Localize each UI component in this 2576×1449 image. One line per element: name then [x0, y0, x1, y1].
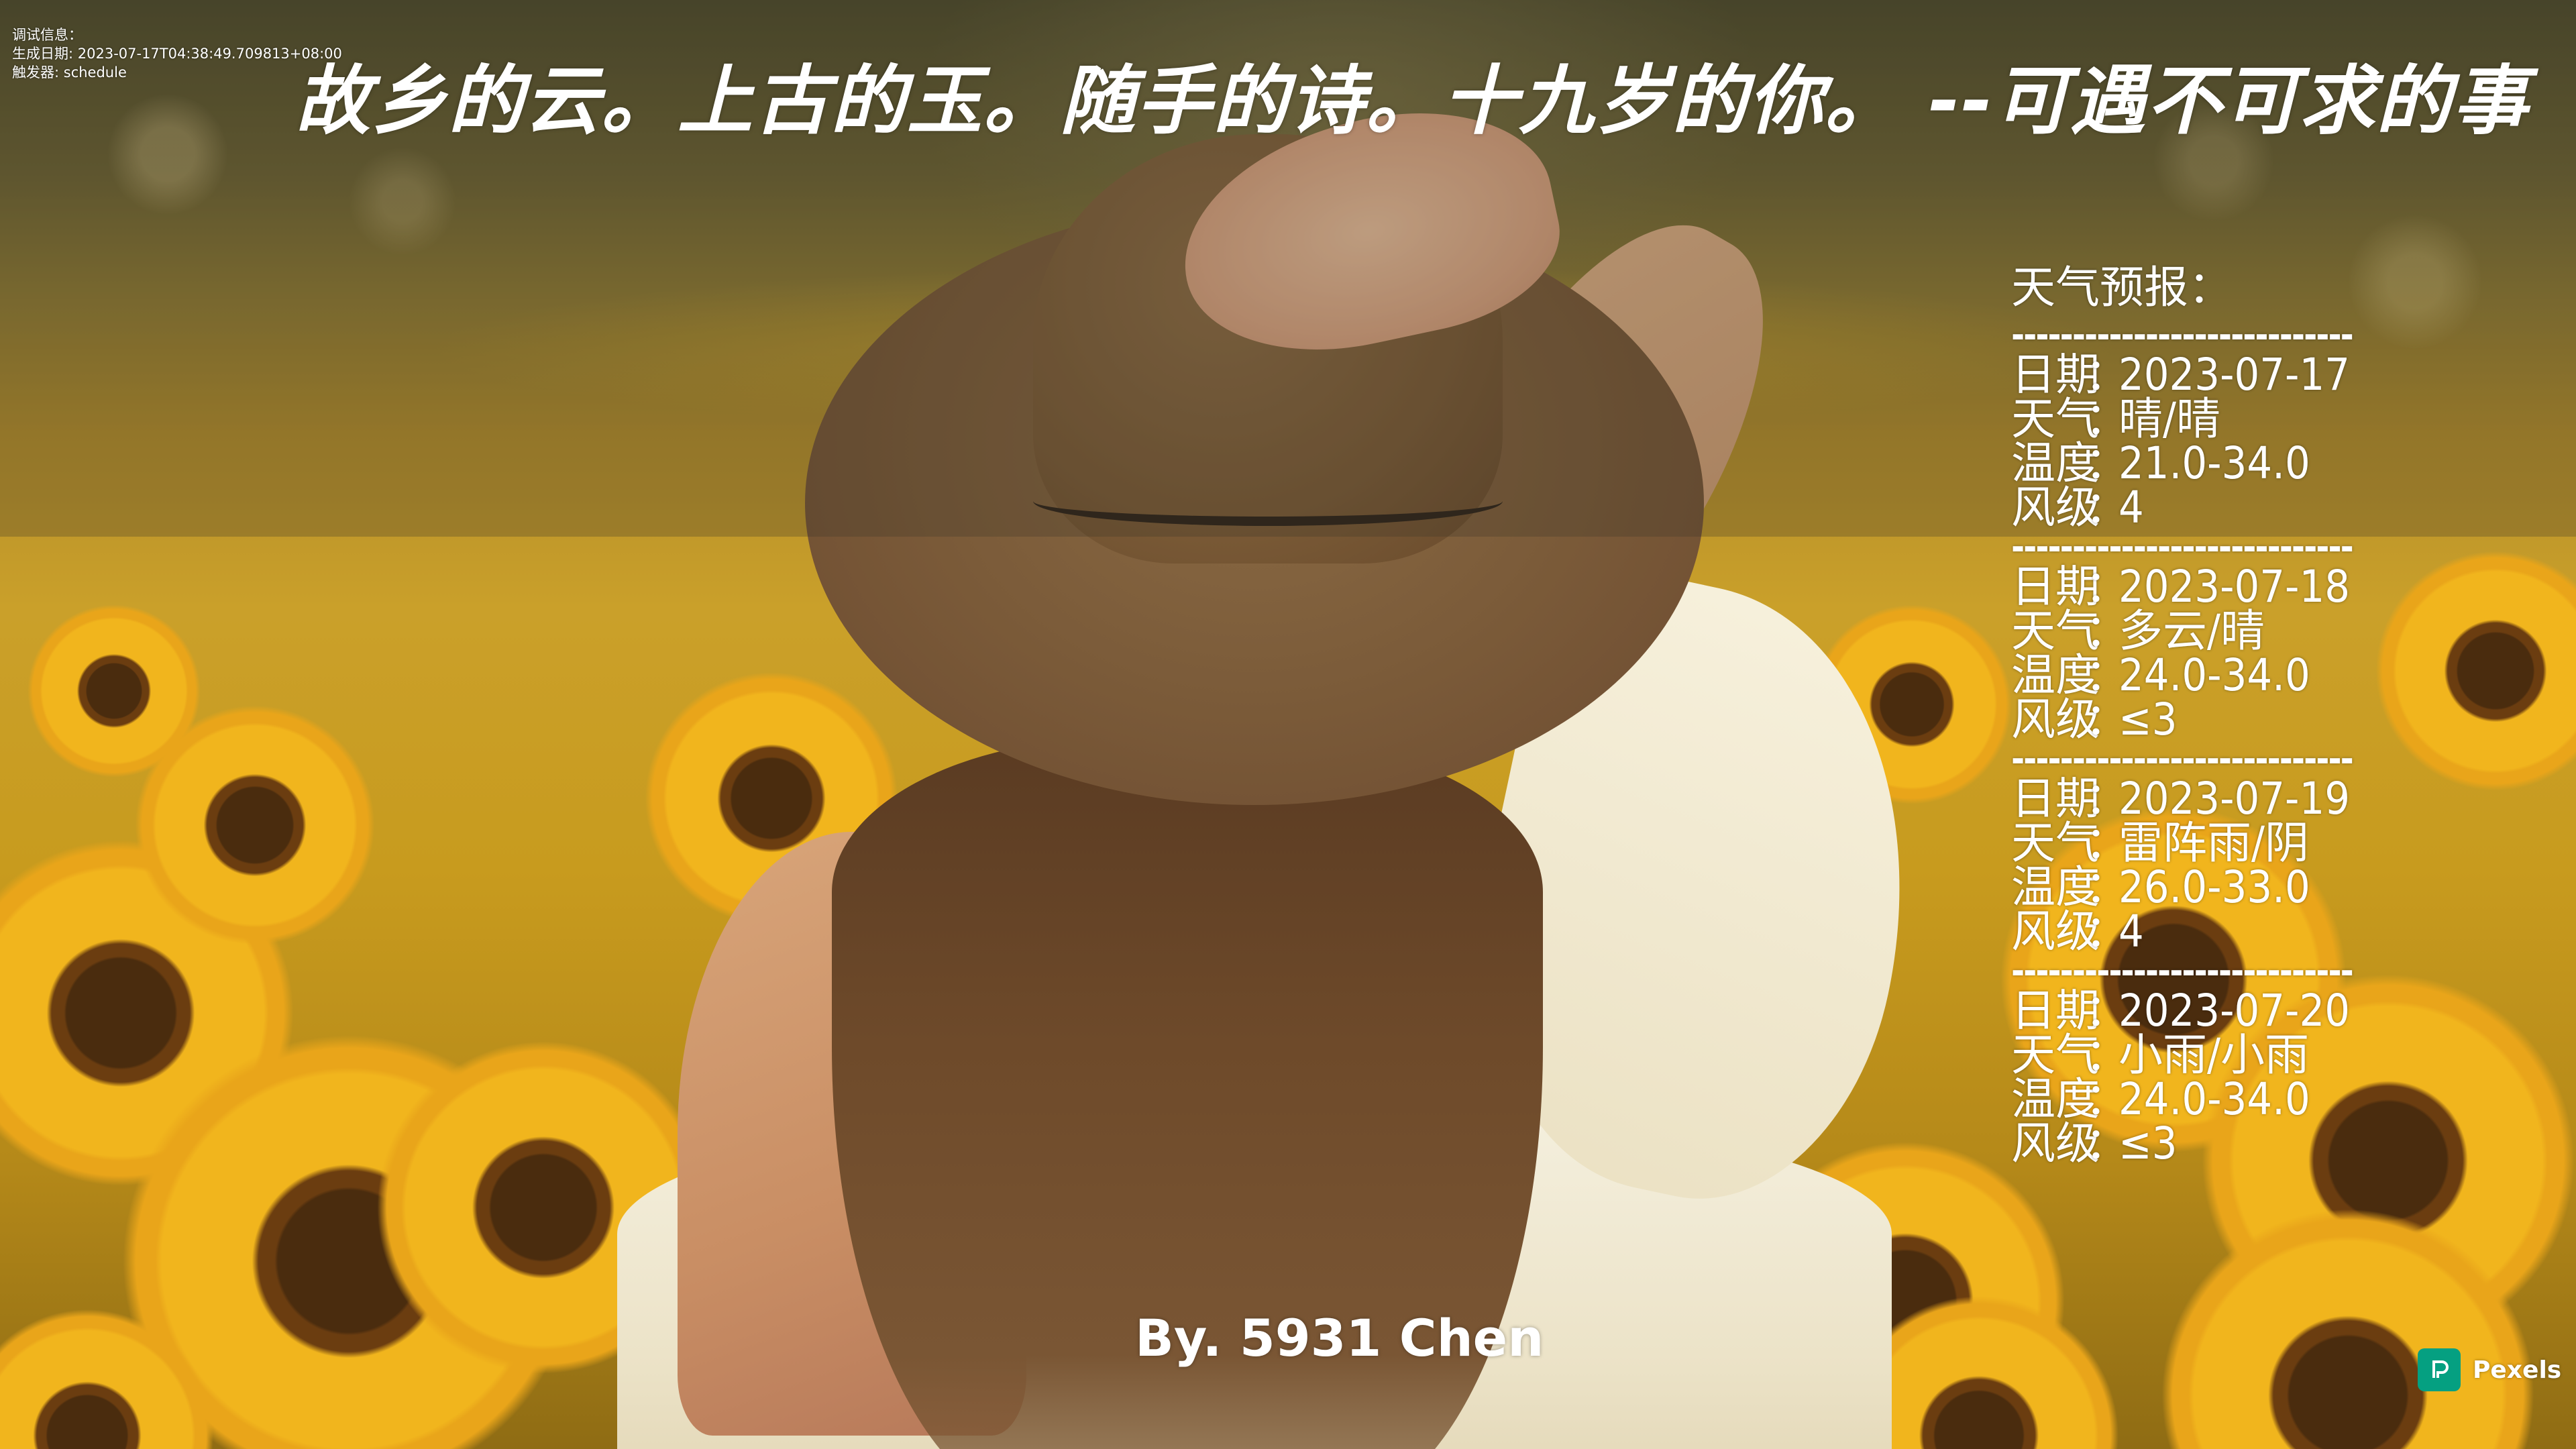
forecast-value-temperature: 24.0-34.0	[2118, 649, 2310, 701]
forecast-label-date: 日期	[2011, 985, 2100, 1036]
forecast-value-date: 2023-07-18	[2118, 561, 2351, 612]
forecast-value-weather: 雷阵雨/阴	[2118, 817, 2310, 869]
forecast-title: 天气预报：	[2011, 262, 2233, 313]
forecast-day: 日期：2023-07-19 天气：雷阵雨/阴 温度：26.0-33.0 风级：4	[2011, 777, 2467, 954]
weather-forecast-panel: 天气预报： ---------------------------- 日期：202…	[2011, 259, 2467, 1166]
forecast-colon: ：	[2085, 906, 2129, 957]
figure-hair	[832, 738, 1543, 1449]
debug-info-trigger: 触发器: schedule	[12, 64, 127, 80]
forecast-days: ---------------------------- 日期：2023-07-1…	[2011, 318, 2467, 1166]
forecast-separator: ----------------------------	[2011, 954, 2354, 989]
forecast-row-date: 日期：2023-07-18	[2011, 565, 2467, 609]
forecast-colon: ：	[2085, 694, 2129, 745]
forecast-separator: ----------------------------	[2011, 318, 2354, 353]
debug-info: 调试信息： 生成日期: 2023-07-17T04:38:49.709813+08…	[12, 25, 342, 82]
forecast-colon: ：	[2085, 861, 2129, 913]
forecast-label-date: 日期	[2011, 773, 2100, 824]
debug-info-title: 调试信息：	[12, 27, 83, 43]
forecast-colon: ：	[2085, 437, 2129, 489]
pexels-credit: Pexels	[2418, 1348, 2561, 1391]
sunflower	[27, 604, 201, 778]
forecast-label-temperature: 温度	[2011, 1073, 2100, 1125]
forecast-label-wind: 风级	[2011, 1118, 2100, 1169]
forecast-label-temperature: 温度	[2011, 437, 2100, 489]
forecast-row-weather: 天气：雷阵雨/阴	[2011, 821, 2467, 865]
forecast-row-temperature: 温度：21.0-34.0	[2011, 441, 2467, 486]
forecast-value-weather: 小雨/小雨	[2118, 1029, 2310, 1081]
forecast-colon: ：	[2085, 817, 2129, 869]
forecast-row-date: 日期：2023-07-20	[2011, 989, 2467, 1033]
forecast-row-wind: 风级：4	[2011, 910, 2467, 954]
pexels-logo-icon	[2418, 1348, 2461, 1391]
forecast-row-weather: 天气：晴/晴	[2011, 397, 2467, 441]
forecast-label-wind: 风级	[2011, 482, 2100, 533]
forecast-colon: ：	[2085, 393, 2129, 445]
forecast-colon: ：	[2085, 1073, 2129, 1125]
forecast-row-wind: 风级：≤3	[2011, 698, 2467, 742]
forecast-label-date: 日期	[2011, 349, 2100, 400]
forecast-row-wind: 风级：4	[2011, 486, 2467, 530]
forecast-colon: ：	[2085, 1029, 2129, 1081]
forecast-label-wind: 风级	[2011, 906, 2100, 957]
forecast-colon: ：	[2085, 1118, 2129, 1169]
forecast-colon: ：	[2085, 773, 2129, 824]
forecast-colon: ：	[2085, 985, 2129, 1036]
forecast-colon: ：	[2085, 561, 2129, 612]
forecast-row-temperature: 温度：24.0-34.0	[2011, 653, 2467, 698]
debug-info-date: 生成日期: 2023-07-17T04:38:49.709813+08:00	[12, 46, 342, 62]
top-overlay-band	[0, 0, 2576, 537]
forecast-row-temperature: 温度：24.0-34.0	[2011, 1077, 2467, 1122]
pexels-label: Pexels	[2473, 1356, 2562, 1384]
forecast-value-temperature: 24.0-34.0	[2118, 1073, 2310, 1125]
forecast-value-wind: ≤3	[2118, 694, 2178, 745]
forecast-value-wind: ≤3	[2118, 1118, 2178, 1169]
forecast-colon: ：	[2085, 482, 2129, 533]
forecast-value-date: 2023-07-20	[2118, 985, 2351, 1036]
forecast-day: 日期：2023-07-20 天气：小雨/小雨 温度：24.0-34.0 风级：≤3	[2011, 989, 2467, 1166]
forecast-label-weather: 天气	[2011, 817, 2100, 869]
forecast-value-temperature: 21.0-34.0	[2118, 437, 2310, 489]
forecast-value-weather: 晴/晴	[2118, 393, 2221, 445]
forecast-value-wind: 4	[2118, 482, 2144, 533]
forecast-row-weather: 天气：小雨/小雨	[2011, 1033, 2467, 1077]
forecast-value-date: 2023-07-17	[2118, 349, 2351, 400]
forecast-label-wind: 风级	[2011, 694, 2100, 745]
forecast-label-weather: 天气	[2011, 393, 2100, 445]
forecast-row-date: 日期：2023-07-17	[2011, 353, 2467, 397]
forecast-separator: ----------------------------	[2011, 530, 2354, 565]
forecast-label-temperature: 温度	[2011, 861, 2100, 913]
forecast-label-temperature: 温度	[2011, 649, 2100, 701]
forecast-separator: ----------------------------	[2011, 742, 2354, 777]
forecast-value-temperature: 26.0-33.0	[2118, 861, 2310, 913]
forecast-label-weather: 天气	[2011, 605, 2100, 657]
forecast-value-weather: 多云/晴	[2118, 605, 2265, 657]
forecast-label-weather: 天气	[2011, 1029, 2100, 1081]
forecast-label-date: 日期	[2011, 561, 2100, 612]
forecast-value-wind: 4	[2118, 906, 2144, 957]
sunflower	[2375, 550, 2576, 792]
forecast-row-wind: 风级：≤3	[2011, 1122, 2467, 1166]
forecast-row-weather: 天气：多云/晴	[2011, 609, 2467, 653]
forecast-colon: ：	[2085, 349, 2129, 400]
forecast-colon: ：	[2085, 649, 2129, 701]
signature: By. 5931 Chen	[1135, 1308, 1544, 1368]
forecast-row-temperature: 温度：26.0-33.0	[2011, 865, 2467, 910]
forecast-row-date: 日期：2023-07-19	[2011, 777, 2467, 821]
forecast-day: 日期：2023-07-18 天气：多云/晴 温度：24.0-34.0 风级：≤3	[2011, 565, 2467, 742]
forecast-value-date: 2023-07-19	[2118, 773, 2351, 824]
headline-quote: 故乡的云。上古的玉。随手的诗。十九岁的你。 --可遇不可求的事	[295, 58, 2529, 145]
forecast-colon: ：	[2085, 605, 2129, 657]
forecast-day: 日期：2023-07-17 天气：晴/晴 温度：21.0-34.0 风级：4	[2011, 353, 2467, 530]
